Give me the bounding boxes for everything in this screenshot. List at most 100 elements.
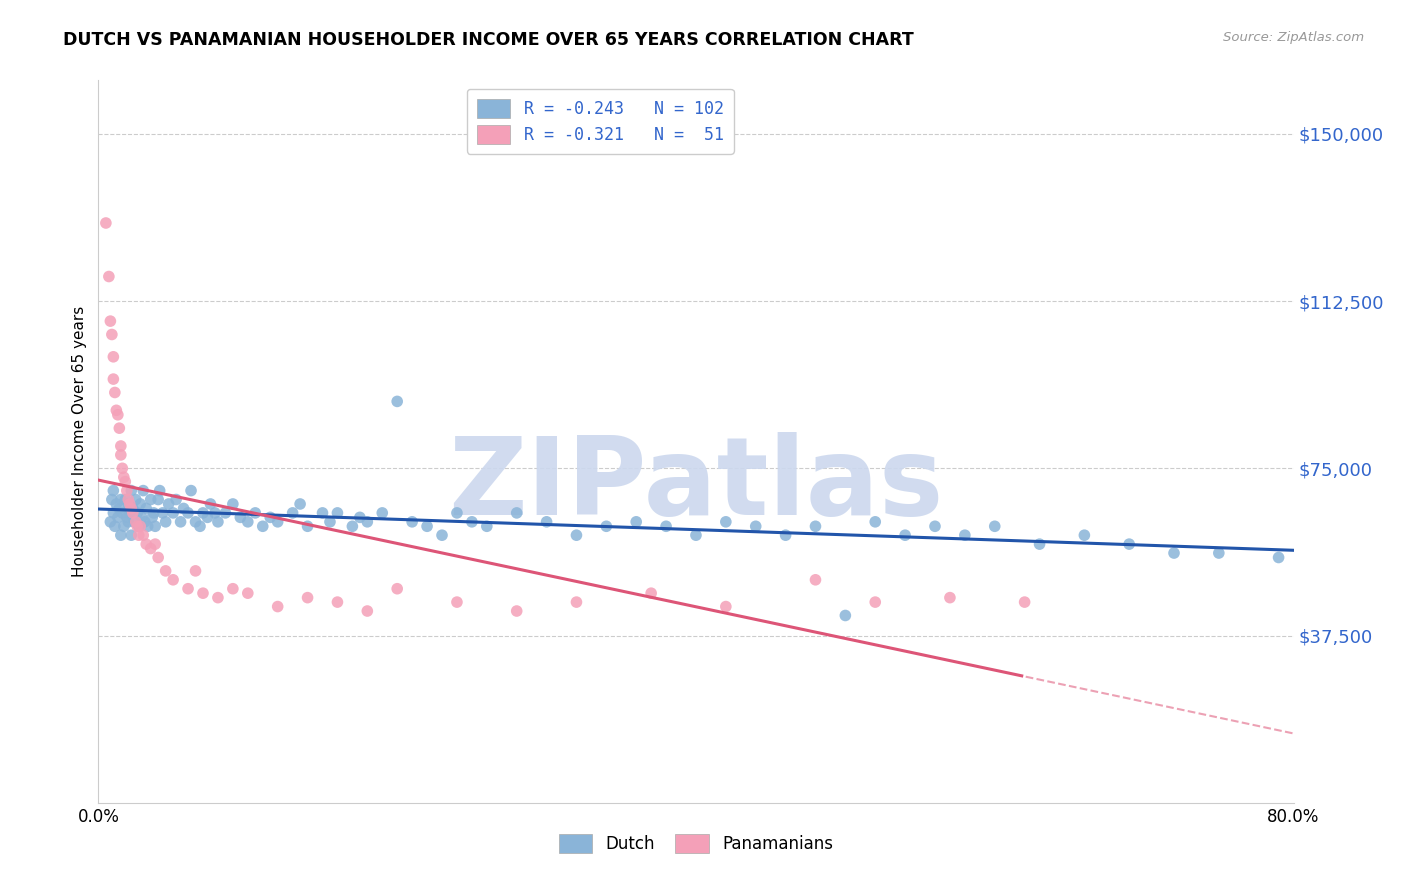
Point: [188, 519, 211, 533]
Point: [446, 595, 468, 609]
Point: [804, 573, 827, 587]
Point: [115, 483, 138, 498]
Point: [103, 506, 125, 520]
Point: [152, 506, 174, 520]
Point: [236, 515, 259, 529]
Point: [685, 528, 707, 542]
Point: [326, 506, 349, 520]
Point: [143, 519, 166, 533]
Legend: Dutch, Panamanians: Dutch, Panamanians: [553, 827, 839, 860]
Point: [252, 519, 274, 533]
Point: [461, 515, 484, 529]
Point: [191, 506, 214, 520]
Point: [865, 595, 887, 609]
Point: [131, 510, 153, 524]
Point: [1208, 546, 1230, 560]
Point: [180, 483, 202, 498]
Point: [371, 506, 394, 520]
Point: [319, 515, 342, 529]
Text: ZIPatlas: ZIPatlas: [449, 432, 943, 538]
Point: [139, 541, 162, 556]
Point: [204, 506, 226, 520]
Point: [114, 475, 136, 489]
Point: [103, 372, 125, 386]
Point: [107, 408, 129, 422]
Point: [356, 515, 378, 529]
Point: [1014, 595, 1036, 609]
Point: [121, 506, 143, 520]
Point: [127, 506, 149, 520]
Point: [1163, 546, 1185, 560]
Point: [103, 350, 125, 364]
Point: [98, 314, 122, 328]
Point: [110, 448, 132, 462]
Point: [120, 483, 142, 498]
Point: [125, 492, 148, 507]
Point: [655, 519, 678, 533]
Point: [157, 497, 180, 511]
Point: [894, 528, 917, 542]
Point: [118, 506, 141, 520]
Point: [536, 515, 558, 529]
Point: [775, 528, 797, 542]
Point: [128, 528, 150, 542]
Point: [101, 327, 124, 342]
Text: DUTCH VS PANAMANIAN HOUSEHOLDER INCOME OVER 65 YEARS CORRELATION CHART: DUTCH VS PANAMANIAN HOUSEHOLDER INCOME O…: [63, 31, 914, 49]
Point: [191, 586, 214, 600]
Point: [148, 550, 170, 565]
Point: [214, 506, 236, 520]
Point: [121, 501, 143, 516]
Point: [267, 599, 290, 614]
Text: Source: ZipAtlas.com: Source: ZipAtlas.com: [1223, 31, 1364, 45]
Point: [200, 497, 222, 511]
Point: [939, 591, 962, 605]
Point: [103, 483, 125, 498]
Point: [222, 497, 245, 511]
Point: [745, 519, 768, 533]
Point: [149, 483, 172, 498]
Point: [1073, 528, 1095, 542]
Point: [94, 216, 117, 230]
Point: [626, 515, 648, 529]
Point: [401, 515, 423, 529]
Point: [222, 582, 245, 596]
Point: [110, 492, 132, 507]
Point: [136, 519, 159, 533]
Point: [115, 510, 138, 524]
Point: [385, 582, 409, 596]
Point: [565, 595, 588, 609]
Point: [117, 497, 139, 511]
Point: [430, 528, 453, 542]
Point: [259, 510, 281, 524]
Point: [162, 506, 184, 520]
Point: [207, 515, 229, 529]
Point: [124, 515, 146, 529]
Point: [114, 492, 136, 507]
Point: [184, 515, 207, 529]
Point: [108, 421, 131, 435]
Point: [135, 501, 157, 516]
Point: [117, 492, 139, 507]
Point: [155, 515, 177, 529]
Point: [834, 608, 856, 623]
Point: [143, 537, 166, 551]
Point: [120, 501, 142, 516]
Point: [184, 564, 207, 578]
Point: [134, 515, 156, 529]
Point: [207, 591, 229, 605]
Point: [506, 604, 529, 618]
Point: [197, 510, 219, 524]
Point: [984, 519, 1007, 533]
Point: [714, 515, 737, 529]
Point: [107, 510, 129, 524]
Point: [132, 483, 155, 498]
Point: [1267, 550, 1289, 565]
Point: [117, 515, 139, 529]
Point: [953, 528, 976, 542]
Point: [245, 506, 267, 520]
Point: [112, 519, 135, 533]
Point: [297, 591, 319, 605]
Point: [104, 519, 127, 533]
Point: [104, 385, 127, 400]
Point: [349, 510, 371, 524]
